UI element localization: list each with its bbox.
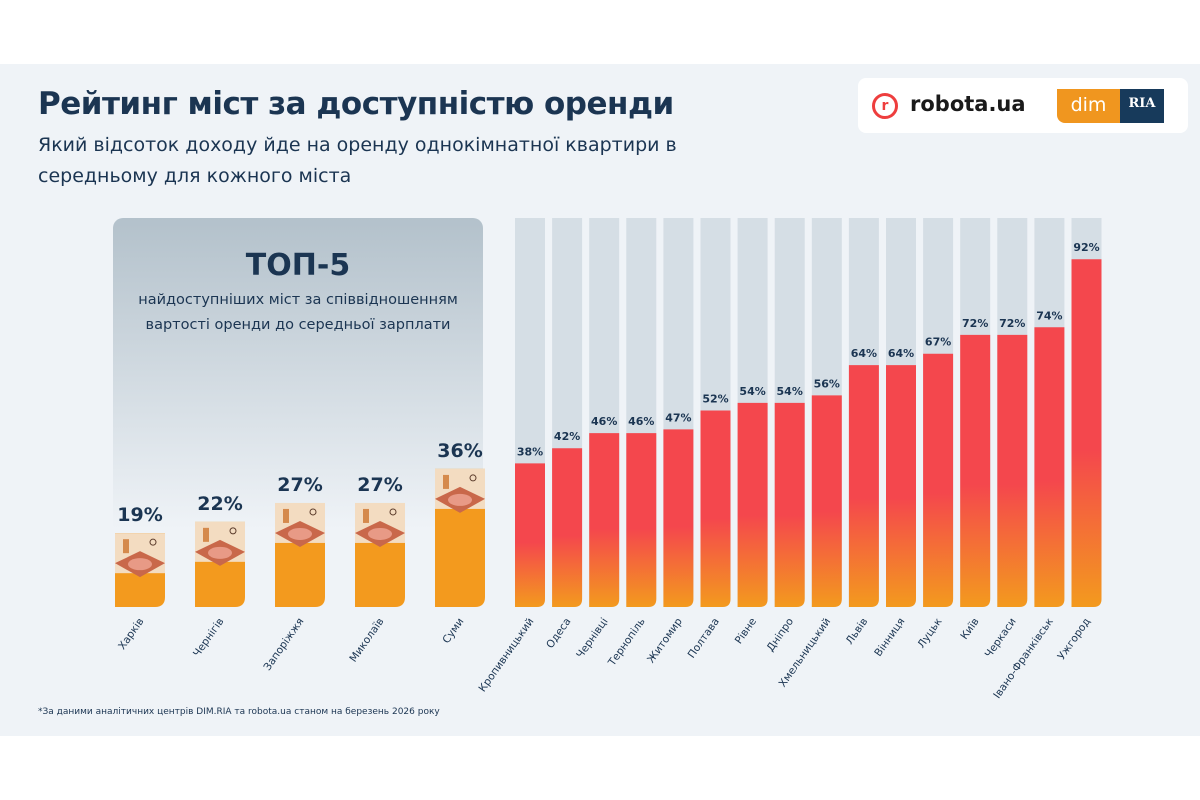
city-bar — [960, 334, 991, 607]
room-door-icon — [283, 508, 289, 523]
city-bar-group: 64% Вінниця — [872, 218, 916, 659]
city-bar — [1034, 327, 1065, 607]
x-tick-label: Житомир — [645, 616, 685, 666]
city-value-label: 46% — [628, 415, 654, 428]
x-tick-label: Вінниця — [872, 616, 907, 659]
top5-value-label: 36% — [437, 440, 482, 462]
x-tick-label: Львів — [844, 616, 871, 647]
city-bar-group: 54% Дніпро — [765, 218, 805, 654]
city-bar — [923, 353, 954, 607]
city-bar — [515, 463, 545, 607]
city-value-label: 46% — [591, 415, 617, 428]
room-clock-icon — [469, 474, 477, 482]
page-title: Рейтинг міст за доступністю оренди — [38, 86, 674, 122]
x-tick-label: Чернівці — [574, 616, 610, 661]
room-rug-icon — [128, 558, 152, 571]
city-bar — [774, 402, 805, 607]
city-value-label: 67% — [925, 336, 951, 349]
city-value-label: 56% — [814, 377, 840, 390]
page-subtitle: Який відсоток доходу йде на оренду однок… — [38, 134, 677, 187]
room-clock-icon — [389, 508, 397, 516]
top5-bar-group: 36% Суми — [435, 440, 485, 646]
top5-bar-group: 19% Харків — [115, 504, 165, 652]
x-tick-label: Київ — [958, 616, 981, 642]
city-value-label: 47% — [665, 411, 691, 424]
city-value-label: 64% — [888, 347, 914, 360]
logos: r robota.ua dim RIA — [858, 78, 1188, 133]
city-value-label: 92% — [1073, 241, 1099, 254]
x-tick-label: Харків — [116, 616, 146, 652]
city-value-label: 52% — [702, 392, 728, 405]
x-tick-label: Черкаси — [983, 616, 1019, 660]
robota-logo-icon: r — [872, 93, 898, 119]
x-tick-label: Дніпро — [765, 616, 797, 654]
city-value-label: 72% — [962, 317, 988, 330]
city-bar-group: 56%Хмельницький — [777, 218, 842, 689]
x-tick-label: Миколаїв — [347, 616, 386, 665]
city-value-label: 74% — [1036, 309, 1062, 322]
room-door-icon — [363, 508, 369, 523]
city-value-label: 42% — [554, 430, 580, 443]
city-bar — [700, 410, 731, 607]
city-bar-group: 47% Житомир — [645, 218, 694, 666]
city-bar-group: 72% Київ — [958, 218, 991, 642]
city-bar-group: 42% Одеса — [544, 218, 583, 651]
city-value-label: 72% — [999, 317, 1025, 330]
city-bar — [811, 395, 842, 607]
x-tick-label: Полтава — [686, 616, 722, 661]
top5-bar-group: 22% Чернігів — [191, 493, 245, 660]
city-bar — [997, 334, 1028, 607]
city-bar — [626, 433, 657, 607]
robota-logo: robota.ua — [910, 92, 1026, 116]
room-clock-icon — [229, 527, 237, 535]
city-value-label: 54% — [777, 385, 803, 398]
city-bar-group: 54% Рівне — [733, 218, 768, 646]
city-bar — [589, 433, 620, 607]
x-tick-label: Суми — [440, 616, 466, 646]
x-tick-label: Запоріжжя — [261, 616, 306, 673]
top5-title: ТОП-5 — [245, 248, 351, 283]
x-tick-label: Луцьк — [915, 616, 944, 651]
room-rug-icon — [448, 493, 472, 506]
room-clock-icon — [149, 538, 157, 546]
top5-value-label: 27% — [357, 474, 402, 496]
top5-value-label: 22% — [197, 493, 242, 515]
room-door-icon — [123, 539, 129, 554]
city-bar-group: 38% Кропивницький — [476, 218, 545, 694]
city-bar-group: 67% Луцьк — [915, 218, 954, 651]
top5-description: найдоступніших міст за співвідношенням в… — [138, 292, 458, 333]
room-rug-icon — [288, 527, 312, 540]
room-door-icon — [443, 474, 449, 489]
room-rug-icon — [208, 546, 232, 559]
dim-logo: dim — [1057, 89, 1120, 123]
x-tick-label: Чернігів — [191, 616, 226, 660]
top5-value-label: 19% — [117, 504, 162, 526]
top5-value-label: 27% — [277, 474, 322, 496]
city-bar — [1071, 259, 1102, 607]
footnote: *За даними аналітичних центрів DIM.RIA т… — [38, 707, 440, 717]
room-door-icon — [203, 527, 209, 542]
top5-bar-group: 27% Миколаїв — [347, 474, 405, 664]
city-value-label: 38% — [517, 445, 543, 458]
x-tick-label: Тернопіль — [606, 616, 648, 669]
ria-logo: RIA — [1120, 89, 1164, 123]
city-value-label: 54% — [739, 385, 765, 398]
city-value-label: 64% — [851, 347, 877, 360]
city-bar — [848, 365, 879, 607]
top5-bar-group: 27% Запоріжжя — [261, 474, 325, 673]
city-bar — [552, 448, 583, 607]
x-tick-label: Одеса — [544, 616, 573, 651]
city-bar — [737, 402, 768, 607]
x-tick-label: Ужгород — [1056, 616, 1093, 662]
city-bar — [663, 429, 694, 607]
x-tick-label: Рівне — [733, 616, 759, 646]
room-clock-icon — [309, 508, 317, 516]
city-bar-group: 64% Львів — [844, 218, 879, 647]
x-tick-label: Кропивницький — [476, 616, 536, 695]
city-bar — [886, 365, 916, 607]
room-rug-icon — [368, 527, 392, 540]
